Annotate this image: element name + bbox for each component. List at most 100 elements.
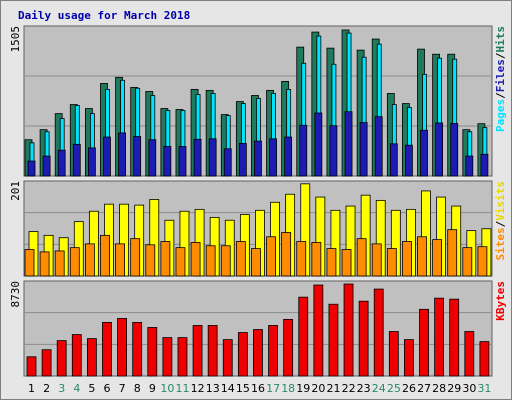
legend-separator: /	[494, 92, 507, 99]
x-tick-label: 23	[357, 382, 371, 395]
bar	[102, 322, 112, 377]
bar	[117, 317, 127, 377]
bar	[69, 247, 80, 277]
bar	[404, 339, 414, 377]
bar	[103, 136, 111, 177]
x-tick-label: 19	[296, 382, 310, 395]
bar	[133, 136, 142, 177]
bar	[130, 238, 141, 277]
bar	[419, 308, 429, 377]
bar	[329, 125, 338, 177]
x-tick-label: 18	[281, 382, 295, 395]
bar	[208, 138, 217, 177]
bar	[251, 248, 261, 277]
legend-entry: Pages	[494, 99, 507, 132]
bar	[223, 148, 232, 177]
bar	[281, 232, 292, 277]
bar	[177, 337, 188, 377]
bar	[386, 248, 397, 277]
bar	[388, 331, 399, 377]
x-tick-label: 9	[149, 382, 156, 395]
x-tick-label: 27	[417, 382, 431, 395]
bar	[145, 244, 156, 277]
bar	[72, 143, 81, 177]
x-tick-label: 5	[88, 382, 95, 395]
bar	[235, 241, 246, 277]
legend-entry: Files	[494, 59, 507, 92]
bar	[220, 245, 231, 277]
bar	[253, 329, 263, 377]
bar	[464, 331, 475, 377]
bar	[87, 147, 96, 177]
bar	[450, 123, 459, 177]
bar	[358, 300, 369, 377]
bar	[147, 327, 158, 377]
bar	[299, 124, 308, 177]
x-tick-label: 30	[462, 382, 476, 395]
bar	[462, 247, 473, 277]
bar	[56, 340, 67, 377]
bar	[356, 238, 367, 277]
bar	[296, 241, 307, 277]
bar	[405, 144, 413, 177]
bar	[84, 243, 95, 277]
chart-title: Daily usage for March 2018	[18, 9, 190, 22]
bar	[175, 247, 186, 277]
x-tick-label: 28	[432, 382, 446, 395]
bar	[298, 296, 309, 377]
x-tick-label: 21	[326, 382, 340, 395]
x-tick-label: 4	[73, 382, 80, 395]
bar	[465, 155, 474, 177]
x-tick-label: 10	[160, 382, 174, 395]
bar	[449, 298, 460, 377]
x-tick-label: 14	[221, 382, 235, 395]
bar	[341, 249, 352, 277]
bar	[254, 140, 262, 177]
legend-entry: Visits	[494, 181, 507, 221]
bar	[343, 283, 354, 377]
x-tick-label: 29	[447, 382, 461, 395]
x-tick-label: 12	[191, 382, 205, 395]
y-tick-label: 1505	[9, 26, 22, 53]
bar	[477, 246, 488, 277]
bar	[162, 337, 173, 377]
bar	[118, 132, 126, 177]
bar	[148, 139, 157, 177]
bar	[115, 243, 125, 277]
bar	[237, 332, 248, 377]
bar	[432, 239, 443, 277]
x-tick-label: 2	[43, 382, 50, 395]
bar	[192, 325, 203, 377]
legend: Sites/Visits	[494, 181, 507, 261]
bar	[163, 146, 172, 177]
bar	[160, 241, 171, 277]
bar	[479, 341, 490, 377]
bar	[54, 250, 65, 277]
x-tick-label: 13	[206, 382, 220, 395]
bar	[420, 129, 428, 177]
x-tick-label: 15	[236, 382, 250, 395]
x-tick-label: 8	[134, 382, 141, 395]
bar	[314, 112, 323, 177]
legend-entry: KBytes	[494, 281, 507, 321]
legend-entry: Hits	[494, 26, 507, 53]
x-tick-label: 1	[28, 382, 35, 395]
bar	[402, 241, 412, 277]
bar	[24, 249, 35, 277]
bar	[57, 149, 66, 177]
x-tick-label: 24	[372, 382, 386, 395]
bar	[373, 288, 384, 377]
bar	[435, 122, 444, 177]
bar	[39, 251, 50, 277]
bar	[27, 160, 36, 177]
legend: Pages/Files/Hits	[494, 26, 507, 132]
bar	[207, 325, 218, 377]
bar	[132, 322, 143, 377]
bar	[374, 116, 383, 177]
bar	[178, 146, 187, 177]
bar	[326, 248, 337, 277]
bar	[193, 138, 202, 177]
bar	[389, 143, 398, 177]
x-tick-label: 31	[477, 382, 491, 395]
bar	[313, 284, 324, 377]
